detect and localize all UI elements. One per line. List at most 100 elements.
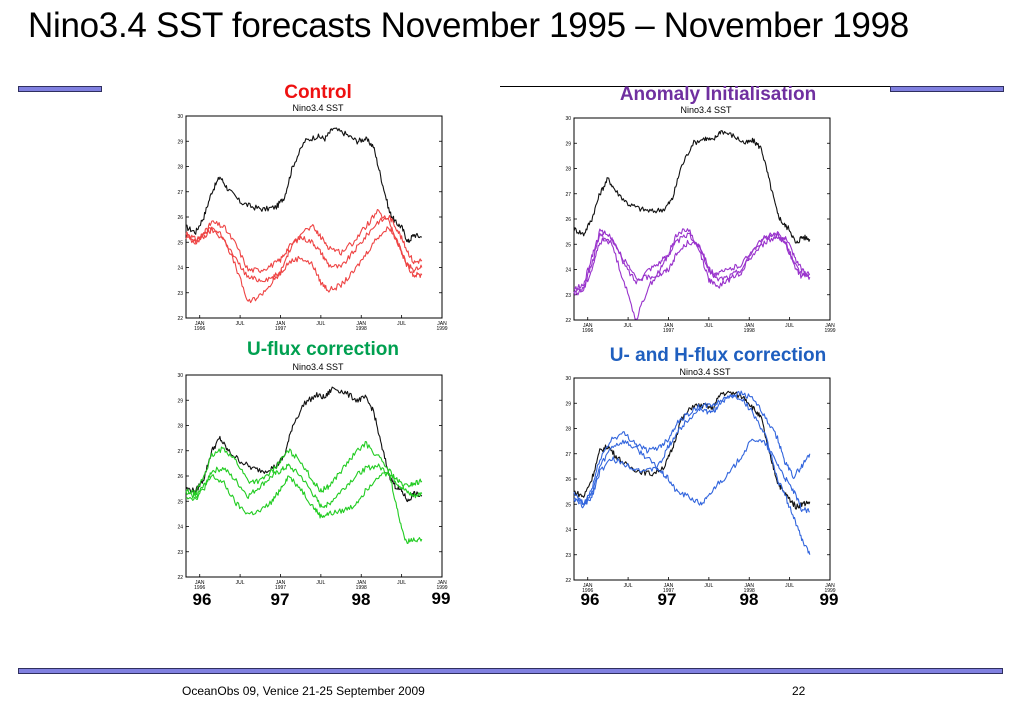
x-tick-label: 1998 bbox=[356, 585, 367, 591]
x-tick-label: JUL bbox=[316, 580, 325, 586]
forecast-series-line-2 bbox=[185, 214, 423, 274]
y-tick-label: 22 bbox=[565, 578, 571, 584]
x-tick-label: JAN bbox=[357, 321, 367, 327]
title-rule-right bbox=[890, 86, 1004, 92]
uhflux-panel-title: U- and H-flux correction bbox=[609, 345, 827, 366]
y-tick-label: 22 bbox=[177, 316, 183, 322]
forecast-series-line-2 bbox=[185, 463, 423, 509]
y-tick-label: 29 bbox=[177, 139, 183, 145]
year-label-97-right: 97 bbox=[657, 590, 677, 609]
y-tick-label: 24 bbox=[177, 525, 183, 531]
footer-text: OceanObs 09, Venice 21-25 September 2009 bbox=[182, 684, 425, 698]
y-tick-label: 30 bbox=[565, 116, 571, 122]
y-tick-label: 22 bbox=[177, 575, 183, 581]
y-tick-label: 28 bbox=[565, 427, 571, 433]
x-tick-label: JAN bbox=[745, 323, 755, 329]
control-plot-subtitle: Nino3.4 SST bbox=[292, 103, 344, 113]
y-tick-label: 29 bbox=[565, 401, 571, 407]
y-tick-label: 24 bbox=[565, 268, 571, 274]
x-tick-label: JUL bbox=[236, 580, 245, 586]
x-tick-label: 1997 bbox=[663, 328, 674, 334]
x-tick-label: 1999 bbox=[436, 326, 447, 332]
page-number: 22 bbox=[792, 684, 806, 698]
x-tick-label: JAN bbox=[583, 323, 593, 329]
x-tick-label: JAN bbox=[437, 321, 447, 327]
forecast-series-line-1 bbox=[185, 440, 423, 497]
footer-rule bbox=[18, 668, 1003, 674]
observed-series-line bbox=[185, 386, 423, 503]
y-tick-label: 28 bbox=[177, 165, 183, 171]
x-tick-label: JUL bbox=[624, 583, 633, 589]
y-tick-label: 29 bbox=[565, 141, 571, 147]
title-rule-left bbox=[18, 86, 102, 92]
x-tick-label: JAN bbox=[437, 580, 447, 586]
x-tick-label: JUL bbox=[397, 321, 406, 327]
slide-title: Nino3.4 SST forecasts November 1995 – No… bbox=[28, 6, 909, 45]
x-tick-label: JAN bbox=[583, 583, 593, 589]
year-label-97-left: 97 bbox=[270, 590, 290, 609]
y-tick-label: 26 bbox=[177, 215, 183, 221]
x-tick-label: JAN bbox=[357, 580, 367, 586]
y-tick-label: 24 bbox=[565, 528, 571, 534]
x-tick-label: 1996 bbox=[582, 588, 593, 594]
forecast-series-line-3 bbox=[185, 226, 423, 293]
x-tick-label: 1997 bbox=[275, 585, 286, 591]
plot-frame bbox=[573, 117, 831, 321]
y-tick-label: 27 bbox=[177, 449, 183, 455]
x-tick-label: 1999 bbox=[824, 588, 835, 594]
x-tick-label: JUL bbox=[316, 321, 325, 327]
x-tick-label: JAN bbox=[195, 580, 205, 586]
x-tick-label: 1998 bbox=[356, 326, 367, 332]
uflux-plot-subtitle: Nino3.4 SST bbox=[292, 362, 344, 372]
forecast-series-line-3 bbox=[573, 394, 811, 555]
plot-frame bbox=[185, 115, 443, 319]
x-tick-label: 1999 bbox=[436, 585, 447, 591]
title-rule-thin bbox=[500, 86, 890, 87]
year-label-96-left: 96 bbox=[192, 590, 212, 609]
x-tick-label: JUL bbox=[236, 321, 245, 327]
y-tick-label: 25 bbox=[177, 499, 183, 505]
x-tick-label: JUL bbox=[785, 583, 794, 589]
x-tick-label: JAN bbox=[664, 583, 674, 589]
year-label-99-right: 99 bbox=[819, 590, 839, 609]
x-tick-label: JAN bbox=[745, 583, 755, 589]
y-tick-label: 28 bbox=[565, 167, 571, 173]
y-tick-label: 27 bbox=[177, 190, 183, 196]
x-tick-label: JUL bbox=[704, 583, 713, 589]
y-tick-label: 26 bbox=[565, 477, 571, 483]
x-tick-label: 1996 bbox=[194, 326, 205, 332]
x-tick-label: JAN bbox=[825, 583, 835, 589]
control-panel-title: Control bbox=[284, 82, 352, 103]
x-tick-label: 1997 bbox=[275, 326, 286, 332]
anomaly-plot-subtitle: Nino3.4 SST bbox=[680, 105, 732, 115]
y-tick-label: 28 bbox=[177, 424, 183, 430]
x-tick-label: JUL bbox=[397, 580, 406, 586]
year-label-98-right: 98 bbox=[739, 590, 759, 609]
x-tick-label: JUL bbox=[704, 323, 713, 329]
uflux-panel-title: U-flux correction bbox=[246, 339, 400, 360]
x-tick-label: JAN bbox=[276, 321, 286, 327]
y-tick-label: 27 bbox=[565, 452, 571, 458]
x-tick-label: 1998 bbox=[744, 328, 755, 334]
x-tick-label: 1996 bbox=[194, 585, 205, 591]
y-tick-label: 30 bbox=[177, 373, 183, 379]
forecast-series-line-3 bbox=[185, 472, 423, 545]
y-tick-label: 30 bbox=[177, 114, 183, 120]
uhflux-plot-subtitle: Nino3.4 SST bbox=[679, 367, 731, 377]
y-tick-label: 26 bbox=[565, 217, 571, 223]
observed-series-line bbox=[185, 127, 422, 243]
y-tick-label: 25 bbox=[565, 502, 571, 508]
year-label-98-left: 98 bbox=[351, 590, 371, 609]
y-tick-label: 26 bbox=[177, 474, 183, 480]
x-tick-label: 1999 bbox=[824, 328, 835, 334]
y-tick-label: 25 bbox=[565, 242, 571, 248]
forecast-series-line-2 bbox=[573, 438, 810, 514]
year-label-96-right: 96 bbox=[580, 590, 600, 609]
x-tick-label: JAN bbox=[664, 323, 674, 329]
forecast-series-line-1 bbox=[573, 390, 811, 505]
anomaly-panel-title: Anomaly Initialisation bbox=[619, 84, 817, 105]
